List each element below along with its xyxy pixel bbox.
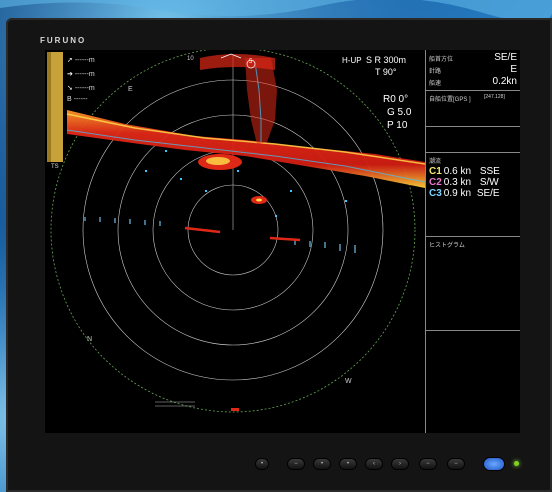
dot-icon: •: [320, 461, 324, 467]
current-row-c2: C2 0.3 kn S/W: [429, 177, 499, 189]
minus-icon: −: [294, 461, 298, 467]
dot-icon: •: [346, 461, 350, 467]
current-dir: SE/E: [476, 188, 500, 199]
heading-row: 船首方位 SE/E: [429, 52, 519, 66]
current-tag: C3: [429, 188, 442, 199]
chevron-left-icon: ‹: [373, 461, 375, 467]
echo-plume: [245, 58, 277, 144]
legend-item: B ------: [67, 96, 88, 103]
color-scale-bar: [47, 52, 63, 162]
status-led: [514, 461, 519, 466]
cog-row: 針路 E: [429, 64, 519, 78]
current-speed: 0.3 kn: [443, 177, 472, 188]
speed-label: 船速: [429, 81, 442, 87]
current-tag: C1: [429, 166, 442, 177]
empty-section: [426, 126, 520, 153]
legend-item: ➚ ------m: [67, 56, 95, 64]
function-button[interactable]: −: [448, 459, 464, 469]
current-speed: 0.6 kn: [443, 166, 472, 177]
bottom-trace: [155, 401, 195, 407]
range-label: S R 300m: [366, 55, 407, 65]
arrow-northeast-icon: ➚: [67, 57, 73, 64]
echo-clutter: [145, 150, 347, 217]
echo-band-highlight: [66, 113, 426, 165]
info-panel: 船首方位 SE/E 針路 E 船速 0.2kn 自船位置[GPS ] [247.…: [425, 50, 520, 433]
seabed-red: [269, 236, 301, 242]
legend-item: ➘ ------m: [67, 84, 95, 92]
display-mode: H-UP: [342, 56, 362, 65]
position-section: 自船位置[GPS ] [247.128]: [426, 90, 520, 127]
current-dir: S/W: [479, 177, 499, 188]
echo-plume-streak: [254, 61, 262, 142]
heading-label: 船首方位: [429, 57, 454, 63]
legend-item-text: ------m: [74, 71, 95, 78]
current-row-c3: C3 0.9 kn SE/E: [429, 188, 500, 200]
function-button[interactable]: •: [340, 459, 356, 469]
empty-section-bottom: [426, 330, 520, 432]
legend-item-text: ------m: [74, 57, 95, 64]
seabed-red: [184, 226, 221, 234]
bottom-red-mark: [231, 408, 239, 411]
dash-icon: −: [426, 461, 430, 467]
left-button[interactable]: ‹: [366, 459, 382, 469]
pulse-value: P 10: [387, 120, 408, 131]
sonar-display: [50, 50, 426, 413]
arrow-down-icon: ➘: [67, 85, 73, 92]
current-speed: 0.9 kn: [443, 188, 472, 199]
legend-item: ➔ ------m: [67, 70, 95, 78]
current-tag: C2: [429, 177, 442, 188]
heading-value: SE/E: [494, 52, 517, 63]
power-button[interactable]: •: [256, 459, 268, 469]
power-icon: •: [260, 461, 264, 467]
echo-band: [67, 110, 425, 188]
cog-value: E: [510, 64, 517, 75]
dash-icon: −: [454, 461, 458, 467]
speed-value: 0.2kn: [492, 76, 517, 87]
scale-marker-number: 5: [249, 59, 253, 65]
menu-button[interactable]: −: [288, 459, 304, 469]
brand-logo: FURUNO: [40, 36, 87, 45]
speed-row: 船速 0.2kn: [429, 76, 519, 90]
legend-item-text: B ------: [67, 96, 88, 103]
compass-label-e: E: [128, 86, 133, 93]
function-button[interactable]: −: [420, 459, 436, 469]
compass-label-w: W: [345, 378, 352, 385]
current-section: 潮流 C1 0.6 kn SSE C2 0.3 kn S/W C3 0.9 kn…: [426, 152, 520, 237]
chevron-right-icon: ›: [399, 461, 401, 467]
sonar-screen: TS ➚ ------m ➔ ------m ➘ ------m B -----…: [45, 50, 520, 433]
right-button[interactable]: ›: [392, 459, 408, 469]
gain-value: G 5.0: [387, 107, 412, 118]
position-value: [247.128]: [484, 94, 505, 100]
ring-label-top: 10: [187, 56, 194, 62]
colorbar-bottom-label: TS: [51, 164, 59, 170]
r-value: R0 0°: [383, 94, 409, 105]
arrow-right-icon: ➔: [67, 71, 73, 78]
scale-arc: [220, 53, 242, 59]
histogram-section: ヒストグラム: [426, 236, 520, 331]
current-dir: SSE: [479, 166, 500, 177]
range-ring-outer: [50, 50, 416, 413]
echo-cloud-top: [200, 54, 275, 70]
fish-school-small-core: [256, 198, 262, 202]
current-title: 潮流: [429, 159, 442, 165]
legend-colorbar: [47, 52, 67, 172]
compass-label-n: N: [87, 336, 93, 343]
nav-info-section: 船首方位 SE/E 針路 E 船速 0.2kn: [426, 50, 520, 91]
fish-school-core: [206, 157, 230, 165]
cog-label: 針路: [429, 69, 442, 75]
echo-band-edge: [66, 129, 426, 183]
position-label: 自船位置[GPS ]: [429, 97, 471, 103]
scale-marker: [246, 59, 256, 69]
seabed-echoes: [84, 217, 356, 253]
legend-item-text: ------m: [74, 85, 95, 92]
current-row-c1: C1 0.6 kn SSE: [429, 166, 500, 178]
function-button[interactable]: •: [314, 459, 330, 469]
tilt-label: T 90°: [375, 67, 397, 77]
histogram-label: ヒストグラム: [429, 243, 465, 249]
select-button[interactable]: [484, 458, 504, 470]
